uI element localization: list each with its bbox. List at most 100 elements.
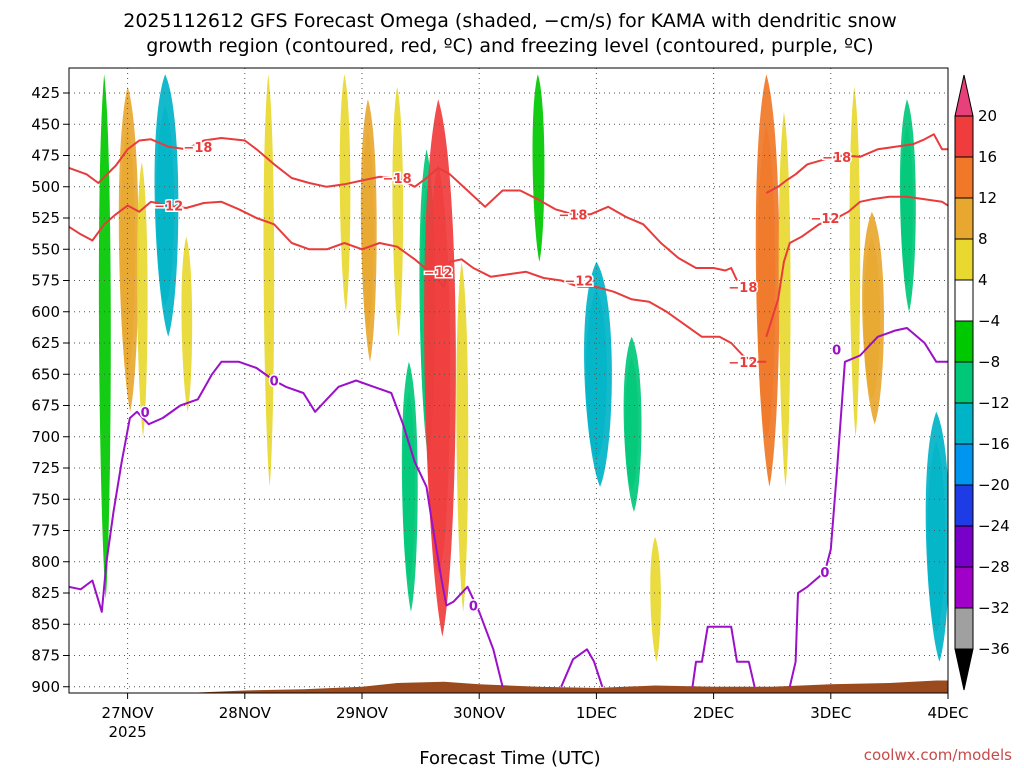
- colorbar-label-4: 4: [978, 271, 988, 289]
- x-tick-label-6: 3DEC: [810, 704, 851, 722]
- y-tick-label-4: 525: [31, 209, 60, 227]
- omega-plume-8: [392, 86, 404, 337]
- y-tick-label-15: 800: [31, 553, 60, 571]
- y-tick-label-19: 900: [31, 678, 60, 696]
- contour-line-2: [69, 200, 767, 363]
- contour-line-5: [560, 648, 604, 688]
- colorbar-swatch-10: [954, 484, 974, 527]
- grid: [69, 68, 948, 693]
- colorbar-label-10: −24: [978, 517, 1010, 535]
- omega-core-21: [900, 124, 913, 287]
- omega-core-15: [624, 357, 639, 491]
- omega-plume-2: [136, 161, 148, 437]
- x-tick-label-3: 30NOV: [453, 704, 506, 722]
- colorbar-label-2: 12: [978, 189, 997, 207]
- contour-label-14: 0: [832, 343, 841, 358]
- omega-plume-5: [263, 74, 275, 487]
- contour-label-2: −18: [558, 208, 587, 223]
- contour-label-4: −18: [822, 151, 851, 166]
- omega-core-1: [120, 125, 136, 373]
- contour-label-13: 0: [820, 566, 829, 581]
- contour-label-8: −12: [728, 356, 757, 371]
- x-tick-label-2: 29NOV: [336, 704, 389, 722]
- contour-label-0: −18: [183, 141, 212, 156]
- y-tick-label-1: 450: [31, 115, 60, 133]
- colorbar-label-11: −28: [978, 558, 1010, 576]
- contour-labels: −18 −18 −18 −18 −18 −12 −12 −12 −12 −12 0 0 0 0 0: [139, 139, 852, 616]
- colorbar-cap-top: [954, 74, 974, 117]
- terrain-fill: [69, 680, 948, 693]
- omega-core-22: [927, 441, 946, 632]
- colorbar-swatch-11: [954, 525, 974, 568]
- contour-line-1: [765, 133, 948, 194]
- omega-plume-16: [650, 536, 661, 662]
- colorbar: 20 16 12 8 4 −4 −8 −12 −16 −20 −24 −28 −32 −36: [954, 74, 1010, 691]
- contour-label-6: −12: [424, 266, 453, 281]
- colorbar-swatch-4: [954, 238, 974, 281]
- contour-line-6: [691, 625, 756, 688]
- colorbar-label-12: −32: [978, 599, 1010, 617]
- chart-title-line-1: 2025112612 GFS Forecast Omega (shaded, −…: [123, 10, 897, 32]
- colorbar-cap-bottom: [954, 648, 974, 691]
- y-tick-label-10: 675: [31, 397, 60, 415]
- x-tick-label-4: 1DEC: [576, 704, 617, 722]
- colorbar-swatch-12: [954, 566, 974, 609]
- x-axis-title: Forecast Time (UTC): [419, 748, 600, 768]
- y-tick-label-14: 775: [31, 522, 60, 540]
- omega-plume-18: [778, 111, 791, 487]
- x-tick-label-5: 2DEC: [693, 704, 734, 722]
- omega-core-11: [426, 163, 451, 573]
- chart-title-line-2: growth region (contoured, red, ºC) and f…: [146, 35, 873, 57]
- contour-lines: [69, 133, 948, 688]
- colorbar-swatch-6: [954, 320, 974, 363]
- omega-core-9: [402, 391, 415, 582]
- omega-shading: [98, 74, 948, 662]
- contour-label-12: 0: [469, 600, 478, 615]
- omega-core-20: [863, 237, 881, 399]
- omega-core-17: [757, 123, 776, 438]
- contour-line-0: [69, 137, 738, 281]
- y-tick-label-3: 500: [31, 178, 60, 196]
- y-tick-label-12: 725: [31, 459, 60, 477]
- omega-plume-13: [532, 74, 545, 262]
- contour-line-4: [69, 360, 504, 688]
- colorbar-label-1: 16: [978, 148, 997, 166]
- colorbar-label-9: −20: [978, 476, 1010, 494]
- contour-label-3: −18: [728, 281, 757, 296]
- colorbar-swatch-7: [954, 361, 974, 404]
- omega-plume-6: [339, 74, 351, 312]
- colorbar-label-6: −8: [978, 353, 1000, 371]
- contour-label-9: −12: [810, 212, 839, 227]
- colorbar-label-0: 20: [978, 107, 997, 125]
- x-tick-label-7: 4DEC: [927, 704, 968, 722]
- contour-label-1: −18: [383, 172, 412, 187]
- terrain: [69, 680, 948, 693]
- colorbar-swatch-13: [954, 607, 974, 650]
- y-tick-label-5: 550: [31, 240, 60, 258]
- x-tick-label-0: 27NOV: [102, 704, 155, 722]
- contour-label-11: 0: [270, 375, 279, 390]
- omega-core-14: [585, 288, 607, 460]
- omega-plume-12: [456, 261, 469, 612]
- colorbar-swatch-3: [954, 197, 974, 240]
- omega-plume-4: [181, 236, 193, 412]
- y-tick-label-13: 750: [31, 490, 60, 508]
- y-tick-label-16: 825: [31, 584, 60, 602]
- y-tick-label-7: 600: [31, 303, 60, 321]
- omega-plume-0: [98, 74, 111, 600]
- y-axis: 425 450 475 500 525 550 575 600 625 650 675 700 725 7…: [31, 84, 69, 696]
- credit-link[interactable]: coolwx.com/models: [864, 746, 1012, 764]
- y-tick-label-6: 575: [31, 272, 60, 290]
- plot-frame: [68, 67, 949, 694]
- y-tick-label-11: 700: [31, 428, 60, 446]
- colorbar-label-8: −16: [978, 435, 1010, 453]
- colorbar-label-3: 8: [978, 230, 988, 248]
- y-tick-label-18: 875: [31, 647, 60, 665]
- y-tick-label-2: 475: [31, 147, 60, 165]
- contour-label-10: 0: [141, 406, 150, 421]
- y-tick-label-17: 850: [31, 615, 60, 633]
- contour-label-5: −12: [154, 200, 183, 215]
- colorbar-label-7: −12: [978, 394, 1010, 412]
